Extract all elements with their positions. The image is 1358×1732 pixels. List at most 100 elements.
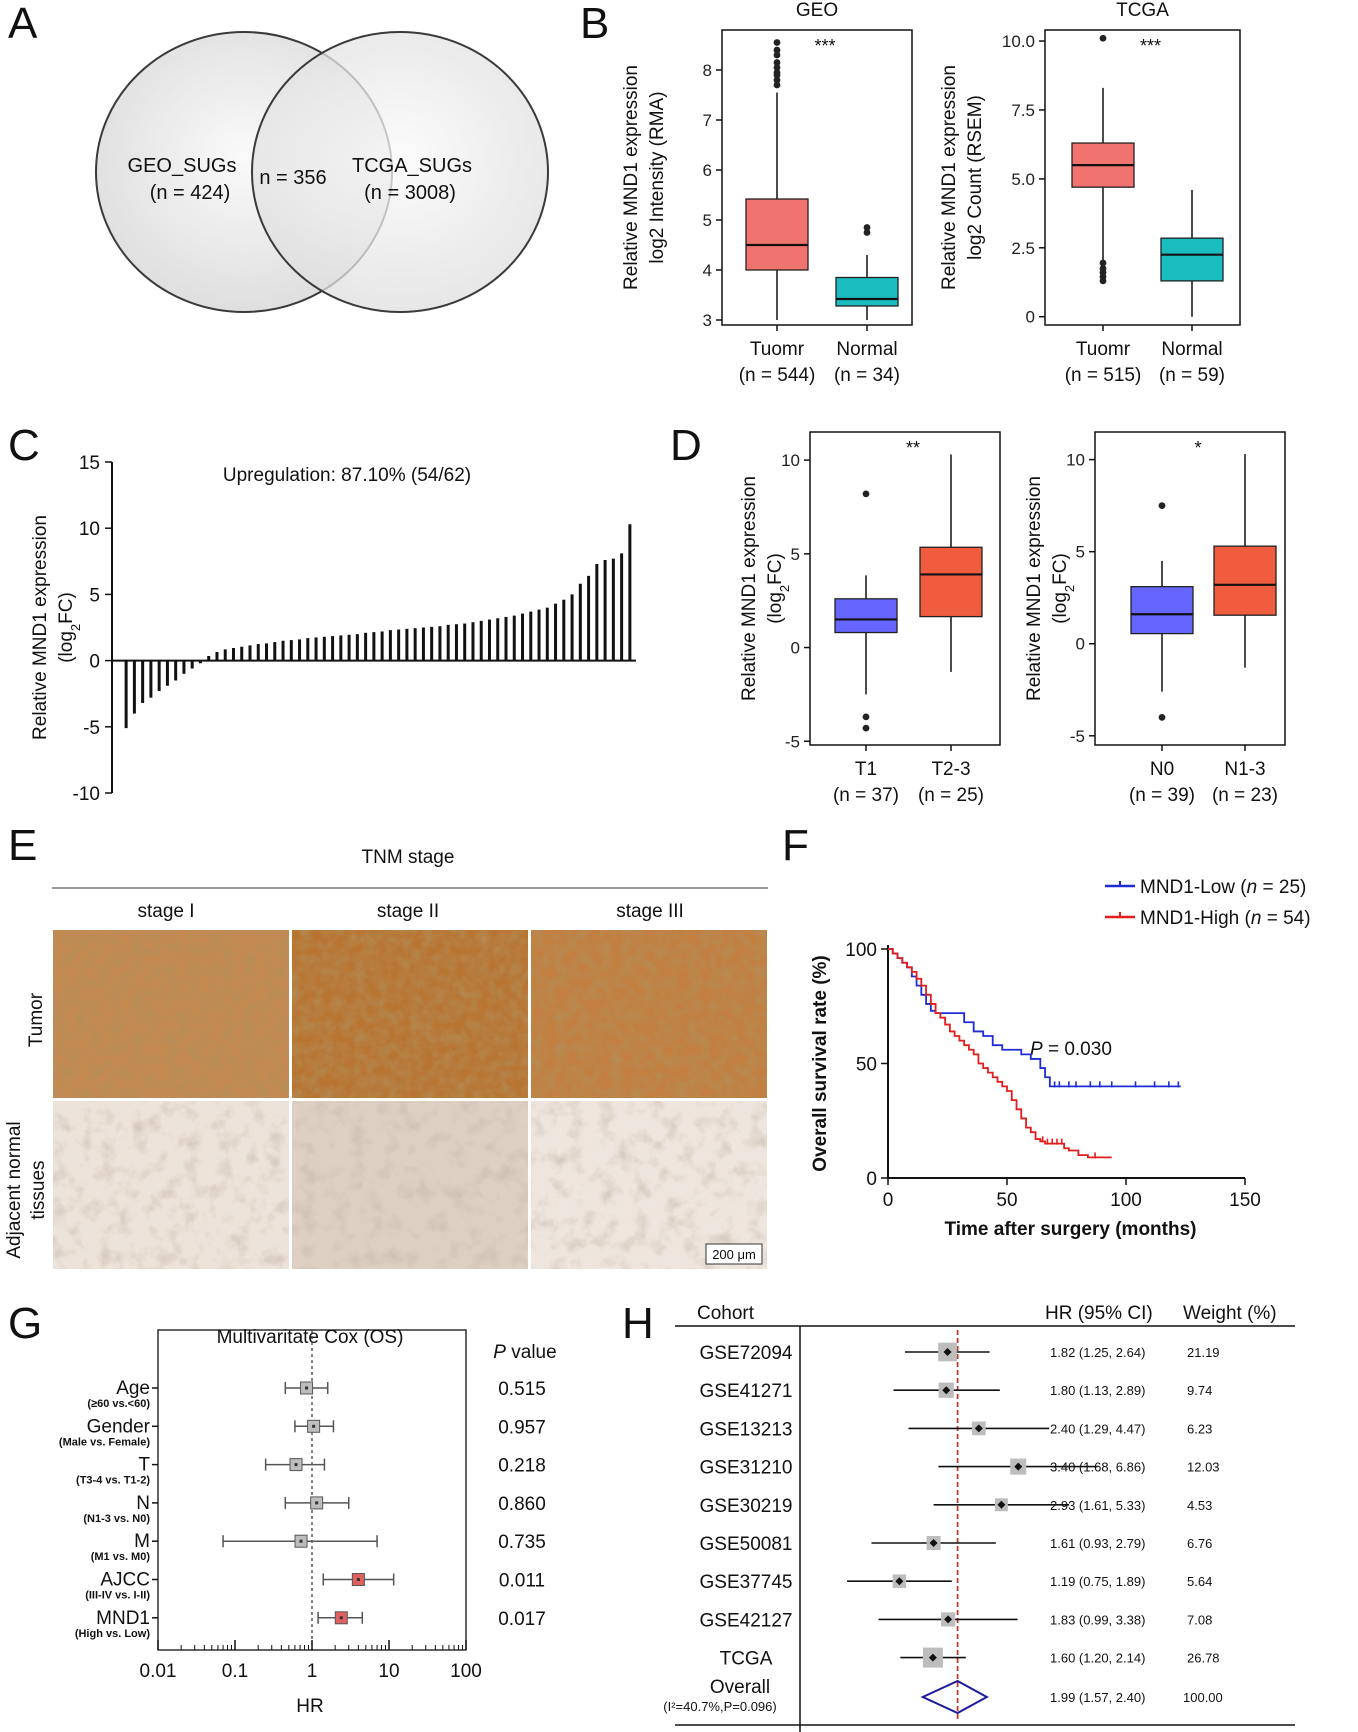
box-group: Normal (n = 34) [834,224,900,386]
weight-text: 26.78 [1187,1651,1220,1666]
forest-row: GSE31210 3.40 (1.68, 6.86) 12.03 [700,1458,1220,1479]
legend-label: MND1-High (n = 54) [1140,908,1311,929]
weight-text: 5.64 [1187,1574,1212,1589]
plot-frame [809,431,1001,746]
weight-text: 6.23 [1187,1421,1212,1436]
group-label: N1-3 [1224,759,1265,780]
p-value-text: = 0.030 [1043,1039,1112,1060]
forest-row: N(N1-3 vs. N0) 0.860 [83,1493,545,1525]
y-axis-label: Relative MND1 expression [30,515,51,740]
legend-n-letter: n [1247,877,1258,898]
box-group: Tuomr (n = 544) [739,39,815,386]
legend-paren: ( [1235,877,1247,898]
group-n: (n = 39) [1129,785,1195,806]
panel-letter-a: A [8,0,38,48]
panel-letter-f: F [782,821,809,870]
box [919,546,983,618]
outlier-point [773,39,781,46]
outlier-point [863,229,871,236]
ihc-row-tumor: Tumor [26,992,47,1047]
group-n: (n = 23) [1212,785,1278,806]
forest-row: GSE13213 2.40 (1.29, 4.47) 6.23 [700,1419,1213,1440]
box-group: Tuomr (n = 515) [1065,34,1141,386]
y-tick-label: 10.0 [1002,32,1035,51]
forest-row: MND1(High vs. Low) 0.017 [75,1608,546,1640]
hr-point [944,1615,953,1624]
cohort-label: GSE41271 [700,1381,793,1402]
group-n: (n = 37) [833,785,899,806]
bar-chart-fold-change: -10 -5 0 5 10 15 Upregulation: 87.10% (54/62) R… [30,453,636,805]
km-survival-curve: 0 50 100 0 50 100 150 Time after surgery (month… [810,877,1311,1240]
hr-ci-text: 1.61 (0.93, 2.79) [1050,1536,1145,1551]
plot-frame [1094,431,1286,746]
y-axis-label-2-sub: 2 [68,624,83,631]
legend-n-text: = 54) [1261,908,1310,929]
weight-text: 7.08 [1187,1612,1212,1627]
y-tick-label: -5 [83,718,100,739]
significance-label: ** [906,438,920,458]
overall-label: Overall [710,1677,770,1698]
y-axis-label: Relative MND1 expression [939,65,960,290]
plot-title: TCGA [1116,0,1169,21]
forest-row: GSE37745 1.19 (0.75, 1.89) 5.64 [700,1572,1213,1593]
row-label: T [138,1455,150,1476]
overall-note: (I²=40.7%,P=0.096) [663,1699,776,1714]
y-tick-label: 6 [703,161,712,180]
y-tick-label: 10 [79,519,100,540]
forest-row: M(M1 vs. M0) 0.735 [91,1531,546,1563]
box-group: N0 (n = 39) [1129,502,1195,806]
km-line-high [888,948,1112,1159]
venn-right-n: (n = 3008) [364,182,456,204]
forest-row: GSE30219 2.93 (1.61, 5.33) 4.53 [700,1496,1213,1517]
box-group: T1 (n = 37) [833,490,899,806]
y-tick-label: 5 [703,211,712,230]
y-tick-label: 7 [703,111,712,130]
plot-frame [721,29,913,326]
y-axis-label: Relative MND1 expression [1024,476,1045,701]
hr-ci-text: 1.80 (1.13, 2.89) [1050,1383,1145,1398]
p-value: 0.011 [499,1571,545,1592]
ihc-stage-1: stage I [137,901,194,922]
weight-text: 9.74 [1187,1383,1212,1398]
p-value: 0.218 [498,1456,546,1477]
panel-letter-e: E [8,821,37,870]
venn-right-label: TCGA_SUGs [352,155,472,177]
p-value: 0.735 [498,1532,546,1553]
ihc-tumor-stage-2 [292,930,528,1098]
forest-row: Gender(Male vs. Female) 0.957 [59,1416,546,1448]
y-axis-label: Relative MND1 expression [739,476,760,701]
y-axis-label: Relative MND1 expression [621,65,642,290]
boxplot-n-stage: * -5 0 5 10 Relative MND1 expression (log2FC) N… [1024,431,1286,806]
y-tick-label: 0 [791,639,800,658]
p-value-letter: P [1030,1039,1043,1060]
p-value: 0.957 [498,1417,546,1438]
forest-row: AJCC(III-IV vs. I-II) 0.011 [85,1570,545,1602]
x-tick-label: 0.01 [140,1661,177,1682]
y-tick-label: 5 [1076,543,1085,562]
legend-paren: ( [1239,908,1251,929]
outlier-point [773,81,781,89]
y-axis-label: Overall survival rate (%) [810,955,831,1172]
overall-weight: 100.00 [1183,1690,1223,1705]
x-axis-label: HR [296,1696,323,1717]
venn-right-circle [251,31,549,313]
hr-point [942,1386,951,1395]
y-tick-label: 8 [703,61,712,80]
km-line-low [888,948,1181,1088]
outlier-point [773,69,781,76]
box [745,198,809,271]
ihc-stage-3: stage III [616,901,684,922]
y-axis-label-2-main: (log [765,592,786,624]
cohort-label: GSE13213 [700,1419,793,1440]
venn-diagram: GEO_SUGs (n = 424) n = 356 TCGA_SUGs (n … [95,31,549,313]
row-label: Age [116,1378,150,1399]
significance-label: * [1194,438,1201,458]
hr-point [1014,1462,1023,1471]
x-tick-label: 100 [450,1661,482,1682]
p-value: 0.515 [498,1379,546,1400]
outlier-point [862,724,870,732]
group-n: (n = 59) [1159,365,1225,386]
weight-text: 4.53 [1187,1498,1212,1513]
y-tick-label: 0 [89,652,100,673]
y-axis-label-2: log2 Count (RSEM) [965,95,986,260]
